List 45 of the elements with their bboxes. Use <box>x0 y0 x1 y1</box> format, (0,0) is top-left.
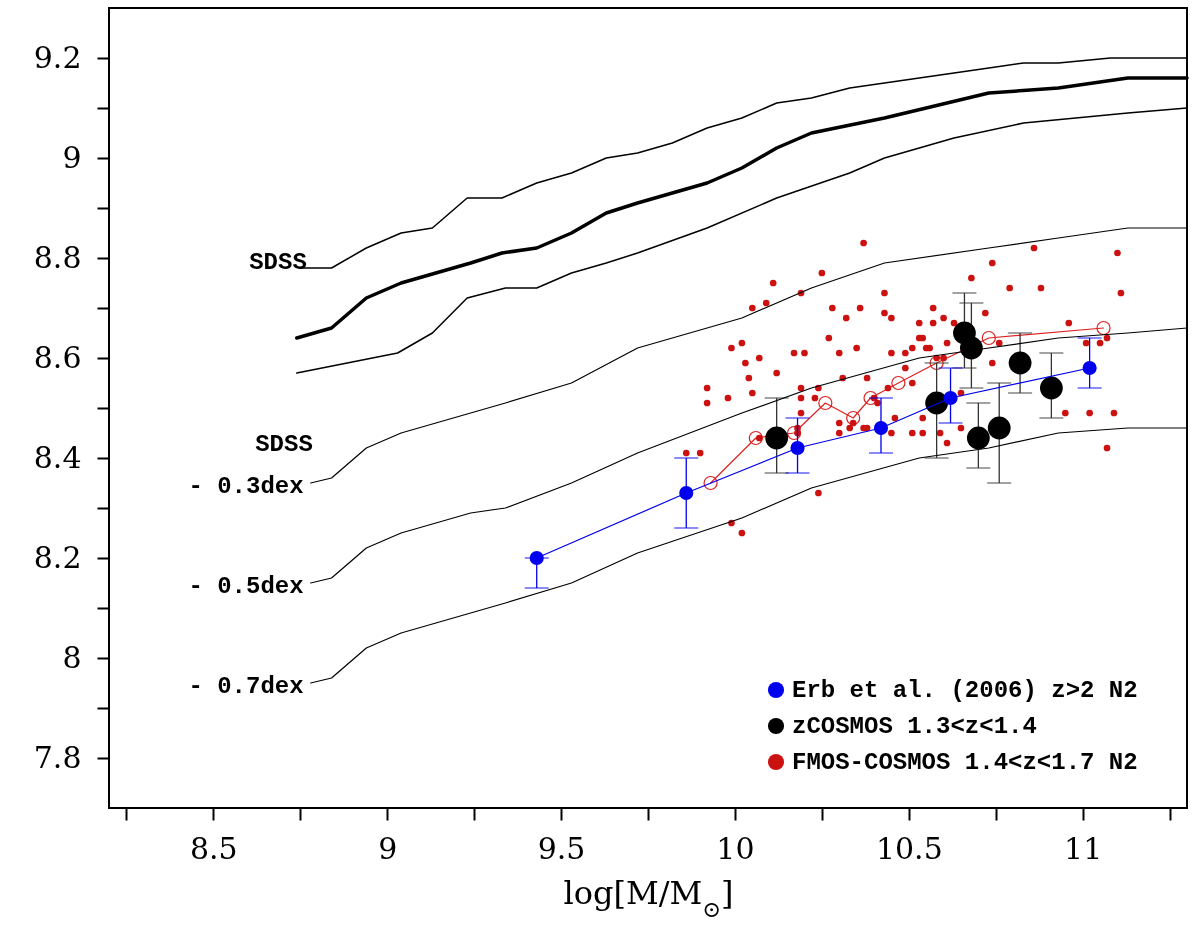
point <box>818 395 833 411</box>
point <box>960 336 983 360</box>
legend-label: zCOSMOS 1.3<z<1.4 <box>792 713 1037 740</box>
legend-label: Erb et al. (2006) z>2 N2 <box>792 677 1138 704</box>
point <box>786 425 802 441</box>
point <box>943 390 958 406</box>
annotation: - 0.5dex <box>188 573 304 600</box>
y-tick-label: 8.2 <box>33 539 82 575</box>
point <box>765 426 789 450</box>
x-axis-title: log[M/M$_{⊙}$] <box>563 873 734 922</box>
point <box>987 416 1011 440</box>
point <box>863 390 878 406</box>
point <box>873 420 889 436</box>
annotation: - 0.7dex <box>188 673 304 700</box>
x-tick-label: 8.5 <box>189 830 238 866</box>
y-tick-label: 8 <box>62 639 82 675</box>
x-tick-label: 10 <box>716 830 755 866</box>
y-tick-label: 9.2 <box>33 39 82 75</box>
y-tick-label: 8.4 <box>33 439 82 475</box>
point <box>1008 351 1032 375</box>
point <box>529 550 544 566</box>
legend-label: FMOS-COSMOS 1.4<z<1.7 N2 <box>792 749 1138 776</box>
point <box>929 355 944 371</box>
point <box>1096 320 1111 336</box>
point <box>703 475 718 491</box>
point <box>790 440 805 456</box>
point <box>679 485 694 501</box>
x-tick-label: 11 <box>1064 830 1103 866</box>
annotation: - 0.3dex <box>188 473 304 500</box>
point <box>891 375 906 391</box>
y-tick-label: 7.8 <box>33 739 82 775</box>
point <box>1082 360 1097 376</box>
point <box>748 430 763 446</box>
annotation: SDSS <box>249 249 307 276</box>
y-tick-label: 8.6 <box>33 339 82 375</box>
point <box>966 426 990 450</box>
x-tick-label: 9.5 <box>537 830 586 866</box>
y-tick-label: 8.8 <box>33 239 82 275</box>
point <box>981 330 996 346</box>
point <box>1039 376 1063 400</box>
annotation: SDSS <box>255 431 313 458</box>
x-tick-label: 9 <box>378 830 398 866</box>
y-tick-label: 9 <box>62 139 82 175</box>
point <box>846 410 861 426</box>
x-tick-label: 10.5 <box>875 830 943 866</box>
